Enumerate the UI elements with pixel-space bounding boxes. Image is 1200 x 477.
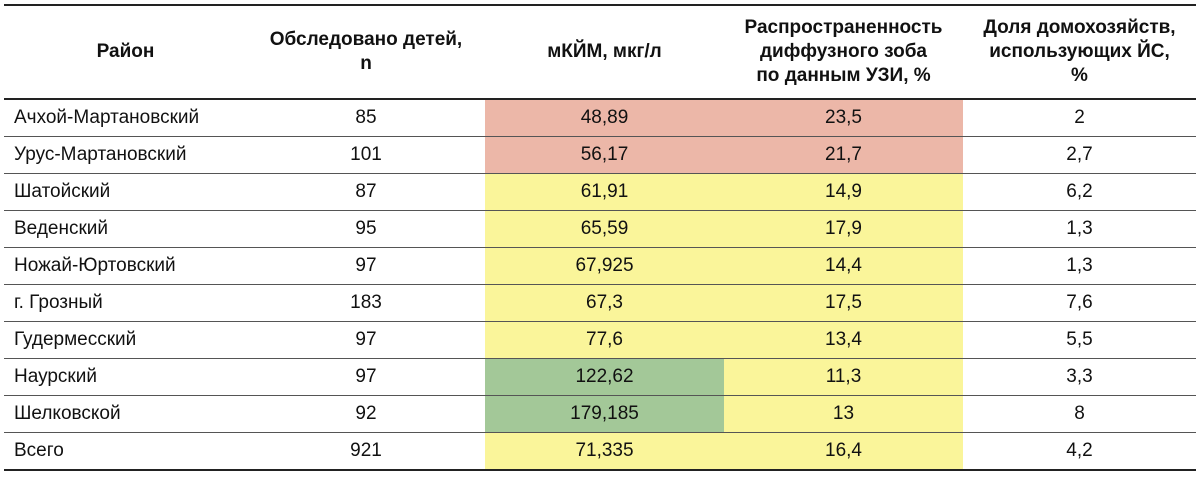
header-households-line3: %	[1071, 65, 1088, 86]
cell-households-share: 3,3	[963, 358, 1196, 396]
cell-goiter-prevalence: 17,9	[724, 210, 963, 248]
cell-mkim: 179,185	[485, 395, 724, 433]
header-district: Район	[4, 4, 247, 100]
cell-district: Урус-Мартановский	[4, 136, 247, 174]
header-goiter-line2: диффузного зоба	[759, 41, 927, 62]
header-households-line1: Доля домохозяйств,	[983, 17, 1176, 38]
cell-households-share: 8	[963, 395, 1196, 433]
cell-district: Гудермесский	[4, 321, 247, 359]
header-row: Район Обследовано детей, n мКЙМ, мкг/л Р…	[4, 4, 1196, 100]
cell-mkim: 67,925	[485, 247, 724, 285]
cell-district: Ножай-Юртовский	[4, 247, 247, 285]
table-row: Гудермесский 97 77,6 13,4 5,5	[4, 321, 1196, 359]
cell-mkim: 122,62	[485, 358, 724, 396]
table-header: Район Обследовано детей, n мКЙМ, мкг/л Р…	[4, 4, 1196, 100]
cell-goiter-prevalence: 13,4	[724, 321, 963, 359]
cell-mkim: 77,6	[485, 321, 724, 359]
table-row: Веденский 95 65,59 17,9 1,3	[4, 210, 1196, 248]
cell-goiter-prevalence: 14,9	[724, 173, 963, 211]
header-goiter: Распространенность диффузного зоба по да…	[724, 4, 963, 100]
cell-children-count: 97	[247, 358, 485, 396]
header-households: Доля домохозяйств, использующих ЙС, %	[963, 4, 1196, 100]
cell-households-share: 2,7	[963, 136, 1196, 174]
cell-mkim: 61,91	[485, 173, 724, 211]
cell-goiter-prevalence: 16,4	[724, 432, 963, 471]
cell-households-share: 2	[963, 99, 1196, 137]
table-row: Шатойский 87 61,91 14,9 6,2	[4, 173, 1196, 211]
table-row: Ачхой-Мартановский 85 48,89 23,5 2	[4, 99, 1196, 137]
cell-district: Шелковской	[4, 395, 247, 433]
header-children: Обследовано детей, n	[247, 4, 485, 100]
cell-goiter-prevalence: 11,3	[724, 358, 963, 396]
cell-children-count: 85	[247, 99, 485, 137]
cell-district: Всего	[4, 432, 247, 471]
table-row: г. Грозный 183 67,3 17,5 7,6	[4, 284, 1196, 322]
header-mkim: мКЙМ, мкг/л	[485, 4, 724, 100]
cell-children-count: 101	[247, 136, 485, 174]
header-children-line1: Обследовано детей,	[269, 29, 463, 50]
cell-district: Шатойский	[4, 173, 247, 211]
cell-households-share: 7,6	[963, 284, 1196, 322]
header-district-label: Район	[96, 41, 155, 62]
cell-goiter-prevalence: 23,5	[724, 99, 963, 137]
cell-households-share: 6,2	[963, 173, 1196, 211]
table-row: Всего 921 71,335 16,4 4,2	[4, 432, 1196, 471]
cell-mkim: 67,3	[485, 284, 724, 322]
table-row: Шелковской 92 179,185 13 8	[4, 395, 1196, 433]
cell-goiter-prevalence: 13	[724, 395, 963, 433]
header-mkim-label: мКЙМ, мкг/л	[547, 41, 662, 62]
cell-children-count: 97	[247, 247, 485, 285]
cell-children-count: 92	[247, 395, 485, 433]
cell-households-share: 1,3	[963, 210, 1196, 248]
cell-district: г. Грозный	[4, 284, 247, 322]
header-children-line2: n	[360, 53, 372, 74]
table-row: Урус-Мартановский 101 56,17 21,7 2,7	[4, 136, 1196, 174]
data-table-container: Район Обследовано детей, n мКЙМ, мкг/л Р…	[4, 4, 1196, 471]
cell-children-count: 921	[247, 432, 485, 471]
iodine-survey-table: Район Обследовано детей, n мКЙМ, мкг/л Р…	[4, 4, 1196, 471]
cell-mkim: 71,335	[485, 432, 724, 471]
cell-district: Веденский	[4, 210, 247, 248]
cell-households-share: 1,3	[963, 247, 1196, 285]
cell-goiter-prevalence: 14,4	[724, 247, 963, 285]
cell-goiter-prevalence: 21,7	[724, 136, 963, 174]
header-goiter-line1: Распространенность	[744, 17, 943, 38]
cell-households-share: 4,2	[963, 432, 1196, 471]
cell-mkim: 65,59	[485, 210, 724, 248]
table-row: Ножай-Юртовский 97 67,925 14,4 1,3	[4, 247, 1196, 285]
cell-mkim: 56,17	[485, 136, 724, 174]
cell-district: Наурский	[4, 358, 247, 396]
cell-children-count: 95	[247, 210, 485, 248]
table-row: Наурский 97 122,62 11,3 3,3	[4, 358, 1196, 396]
cell-children-count: 183	[247, 284, 485, 322]
header-households-line2: использующих ЙС,	[989, 41, 1170, 62]
cell-households-share: 5,5	[963, 321, 1196, 359]
cell-children-count: 97	[247, 321, 485, 359]
header-goiter-line3: по данным УЗИ, %	[756, 65, 931, 86]
cell-children-count: 87	[247, 173, 485, 211]
cell-district: Ачхой-Мартановский	[4, 99, 247, 137]
cell-goiter-prevalence: 17,5	[724, 284, 963, 322]
cell-mkim: 48,89	[485, 99, 724, 137]
table-body: Ачхой-Мартановский 85 48,89 23,5 2 Урус-Марта…	[4, 99, 1196, 471]
